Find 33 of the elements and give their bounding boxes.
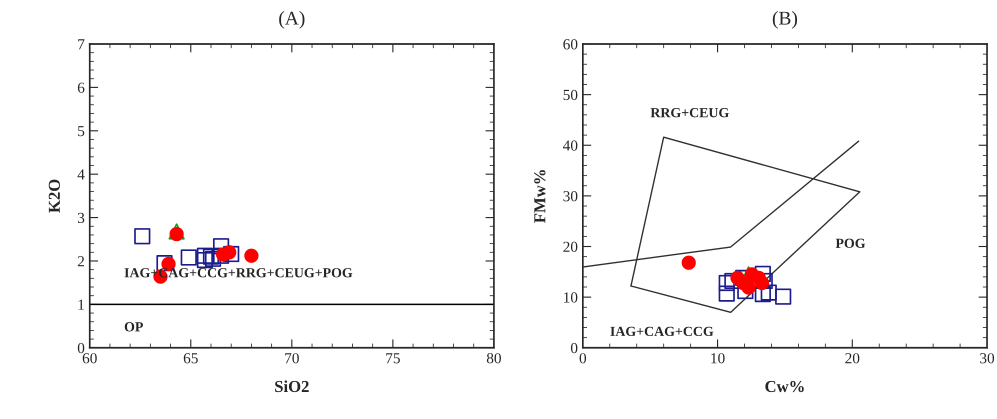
y-tick-label: 6 <box>78 82 84 93</box>
y-tick-label: 60 <box>563 39 578 50</box>
chart-title: (B) <box>772 11 798 29</box>
y-tick-label: 40 <box>563 140 578 151</box>
y-tick-label: 7 <box>78 39 84 50</box>
y-tick-label: 30 <box>563 191 578 202</box>
x-tick-label: 65 <box>184 353 198 364</box>
y-tick-label: 20 <box>563 242 578 252</box>
x-tick-label: 30 <box>980 353 994 364</box>
x-tick-label: 70 <box>285 353 299 364</box>
annotation: POG <box>836 238 866 248</box>
y-tick-label: 3 <box>78 212 84 224</box>
annotation: OP <box>124 322 143 332</box>
x-tick-label: 75 <box>386 353 400 364</box>
annotation: IAG+CAG+CCG <box>610 326 714 336</box>
y-tick-label: 1 <box>78 300 84 310</box>
y-axis-title: FMw% <box>534 170 546 223</box>
x-tick-label: 0 <box>580 353 586 364</box>
y-tick-label: 50 <box>564 90 578 100</box>
annotation: RRG+CEUG <box>650 108 729 118</box>
x-tick-label: 80 <box>486 353 501 364</box>
y-tick-label: 0 <box>570 342 578 354</box>
x-tick-label: 20 <box>845 353 860 364</box>
y-tick-label: 2 <box>78 256 84 266</box>
x-axis-title: Cw% <box>765 380 804 392</box>
x-axis-title: SiO2 <box>275 380 309 392</box>
y-tick-label: 4 <box>78 169 85 180</box>
y-axis-title: K2O <box>48 180 60 213</box>
chart-title: (A) <box>279 11 304 29</box>
y-tick-label: 0 <box>78 342 84 354</box>
y-tick-label: 10 <box>564 292 578 303</box>
y-tick-label: 5 <box>78 126 84 136</box>
x-tick-label: 10 <box>711 353 725 364</box>
